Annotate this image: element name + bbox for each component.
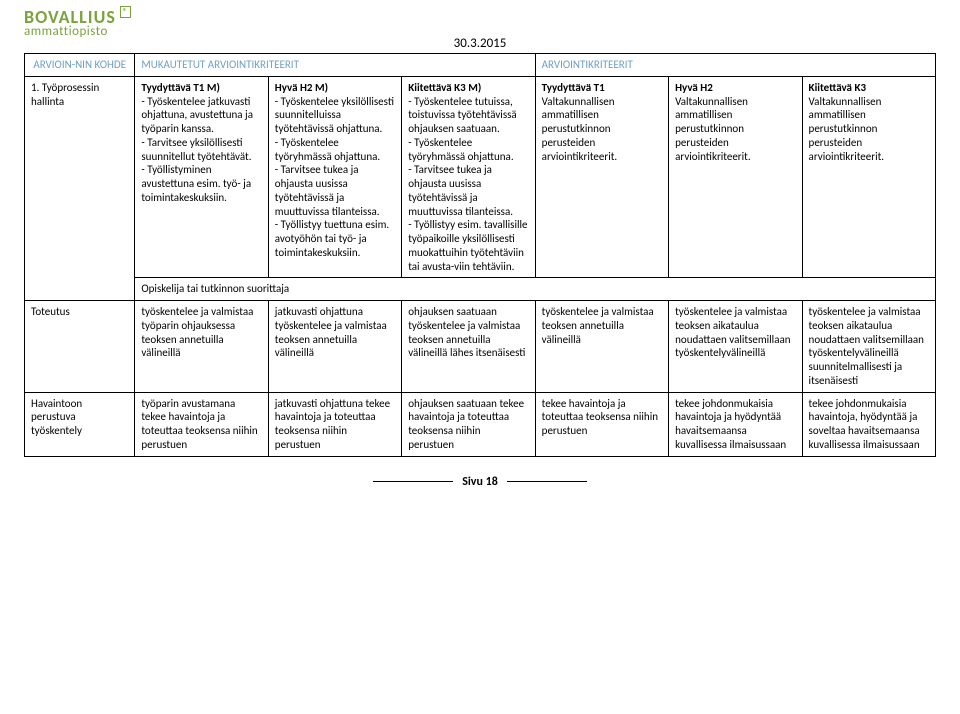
table-row: Opiskelija tai tutkinnon suorittaja	[25, 278, 936, 301]
page-number: Sivu 18	[462, 475, 498, 489]
table-row: 1. Työprosessin hallinta Tyydyttävä T1 M…	[25, 76, 936, 278]
cell-text: tekee johdonmukaisia havaintoja ja hyödy…	[669, 392, 802, 456]
cell-text: työskentelee ja valmistaa teoksen aikata…	[802, 301, 935, 393]
header-criteria: ARVIOINTIKRITEERIT	[535, 54, 935, 77]
cell-text: työskentelee ja valmistaa teoksen aikata…	[669, 301, 802, 393]
cell-text: jatkuvasti ohjattuna tekee havaintoja ja…	[268, 392, 401, 456]
header-adapted-criteria: MUKAUTETUT ARVIOINTIKRITEERIT	[135, 54, 535, 77]
row-label: Havaintoon perustuva työskentely	[25, 392, 135, 456]
level-title: Kiitettävä K3	[809, 81, 867, 94]
cell-text: tekee johdonmukaisia havaintoja, hyödynt…	[802, 392, 935, 456]
table-row: Toteutus työskentelee ja valmistaa työpa…	[25, 301, 936, 393]
cell-text: työskentelee ja valmistaa työparin ohjau…	[135, 301, 268, 393]
cell-text: jatkuvasti ohjattuna työskentelee ja val…	[268, 301, 401, 393]
cell-text: Valtakunnallisen ammatillisen perustutki…	[809, 95, 885, 163]
cell-text: - Työskentelee jatkuvasti ohjattuna, avu…	[141, 95, 253, 204]
cell-text: - Työskentelee yksilöllisesti suunnitell…	[275, 95, 394, 259]
row-label: 1. Työprosessin hallinta	[25, 76, 135, 300]
table-row: Havaintoon perustuva työskentely työpari…	[25, 392, 936, 456]
spacer-text: Opiskelija tai tutkinnon suorittaja	[135, 278, 936, 301]
level-title: Tyydyttävä T1	[542, 81, 605, 94]
level-title: Tyydyttävä T1 M)	[141, 81, 220, 94]
header-assessment-target: ARVIOIN-NIN KOHDE	[25, 54, 135, 77]
cell-text: ohjauksen saatuaan tekee havaintoja ja t…	[402, 392, 535, 456]
level-title: Hyvä H2 M)	[275, 81, 328, 94]
cell-text: Valtakunnallisen ammatillisen perustutki…	[542, 95, 618, 163]
page-footer: Sivu 18	[24, 475, 936, 489]
criteria-table: ARVIOIN-NIN KOHDE MUKAUTETUT ARVIOINTIKR…	[24, 53, 936, 457]
cell-text: Valtakunnallisen ammatillisen perustutki…	[675, 95, 751, 163]
level-title: Kiitettävä K3 M)	[408, 81, 481, 94]
logo: BOVALLIUS ® ammattiopisto	[24, 6, 131, 39]
row-label: Toteutus	[25, 301, 135, 393]
logo-registered: ®	[120, 6, 131, 18]
document-date: 30.3.2015	[24, 36, 936, 51]
cell-text: - Työskentelee tutuissa, toistuvissa työ…	[408, 95, 527, 273]
level-title: Hyvä H2	[675, 81, 713, 94]
cell-text: työskentelee ja valmistaa teoksen annetu…	[535, 301, 668, 393]
cell-text: tekee havaintoja ja toteuttaa teoksensa …	[535, 392, 668, 456]
cell-text: ohjauksen saatuaan työskentelee ja valmi…	[402, 301, 535, 393]
cell-text: työparin avustamana tekee havaintoja ja …	[135, 392, 268, 456]
